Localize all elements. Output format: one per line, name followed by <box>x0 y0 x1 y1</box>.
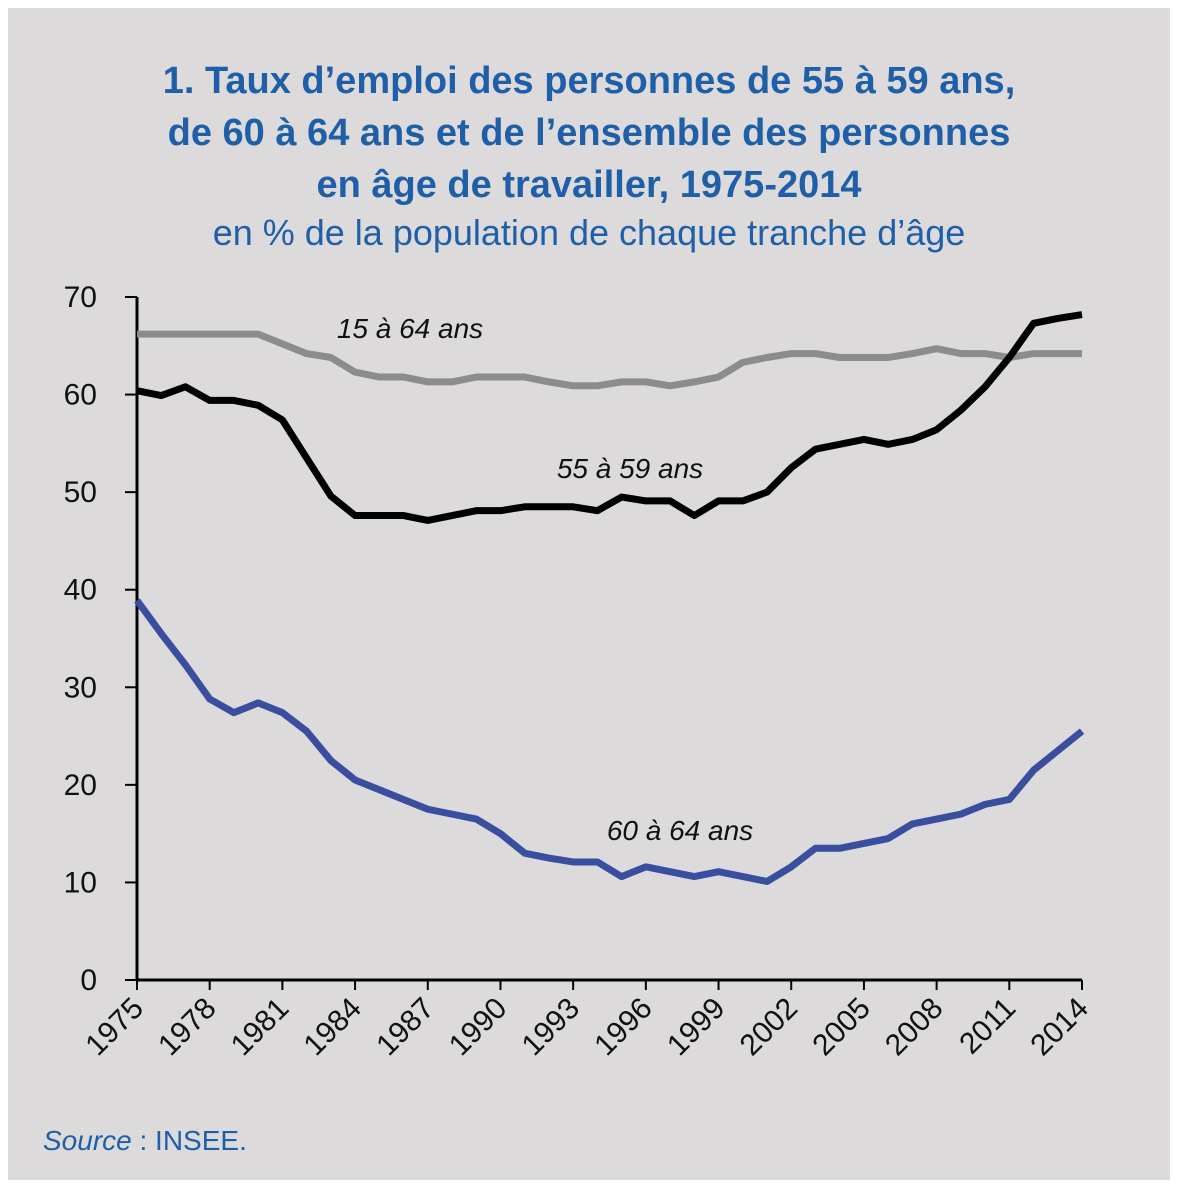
chart-panel: 1. Taux d’emploi des personnes de 55 à 5… <box>8 8 1170 1180</box>
x-tick-label: 1984 <box>297 992 368 1063</box>
series-line <box>137 330 1082 390</box>
x-tick-label: 2014 <box>1024 992 1095 1063</box>
x-tick-label: 1981 <box>225 992 296 1063</box>
chart-title: de 60 à 64 ans et de l’ensemble des pers… <box>167 112 1011 154</box>
x-tick-label: 2005 <box>806 992 877 1063</box>
series-line <box>136 311 1083 524</box>
chart-title: 1. Taux d’emploi des personnes de 55 à 5… <box>162 60 1016 102</box>
x-tick-label: 1999 <box>661 992 732 1063</box>
series-label: 55 à 59 ans <box>557 453 703 484</box>
x-tick-label: 1993 <box>516 992 587 1063</box>
series-label: 15 à 64 ans <box>337 313 483 344</box>
x-tick-label: 1978 <box>152 992 223 1063</box>
y-tick-label: 40 <box>64 574 97 607</box>
y-tick-label: 30 <box>64 671 97 704</box>
y-tick-label: 70 <box>64 281 97 314</box>
x-tick-label: 1975 <box>79 992 150 1063</box>
x-tick-label: 2011 <box>953 992 1022 1061</box>
chart-title: en âge de travailler, 1975-2014 <box>316 164 862 206</box>
x-tick-label: 1996 <box>588 992 659 1063</box>
y-tick-label: 60 <box>64 379 97 412</box>
series-line <box>134 598 1085 885</box>
y-tick-label: 0 <box>80 964 97 997</box>
source: Source : INSEE. <box>43 1125 247 1157</box>
y-tick-label: 50 <box>64 476 97 509</box>
chart-subtitle: en % de la population de chaque tranche … <box>212 212 966 253</box>
y-tick-label: 10 <box>64 866 97 899</box>
x-tick-label: 1990 <box>443 992 514 1063</box>
x-tick-label: 2008 <box>879 992 950 1063</box>
source-label: Source <box>43 1125 132 1156</box>
x-tick-label: 1987 <box>370 992 441 1063</box>
series-label: 60 à 64 ans <box>607 815 753 846</box>
y-tick-label: 20 <box>64 769 97 802</box>
source-text: : INSEE. <box>131 1125 247 1156</box>
x-tick-label: 2002 <box>734 992 805 1063</box>
